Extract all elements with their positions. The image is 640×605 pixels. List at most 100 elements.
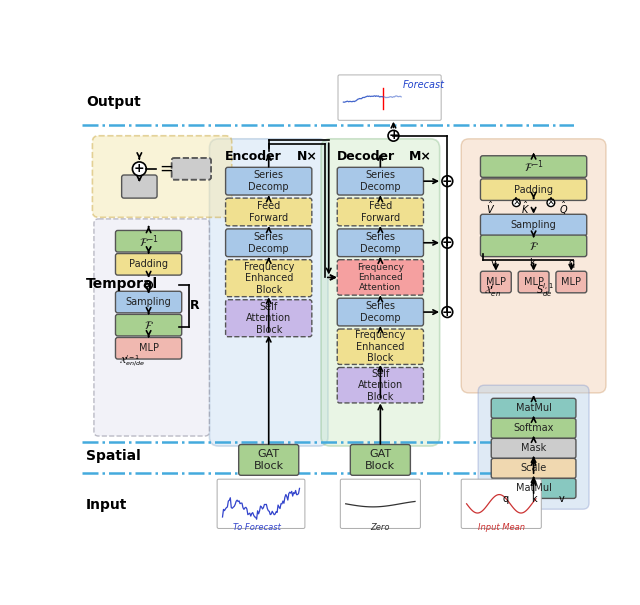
Text: Forecast: Forecast	[403, 80, 445, 90]
Text: Self
Attention
Block: Self Attention Block	[358, 368, 403, 402]
Text: Zero: Zero	[371, 523, 390, 532]
FancyBboxPatch shape	[478, 385, 589, 509]
Text: GAT
Block: GAT Block	[365, 449, 396, 471]
Text: Padding: Padding	[514, 185, 553, 195]
Text: M×: M×	[409, 151, 432, 163]
Text: k: k	[531, 494, 536, 504]
Text: Sampling: Sampling	[125, 297, 172, 307]
Text: MatMul: MatMul	[516, 483, 552, 494]
Text: +: +	[442, 306, 452, 319]
FancyBboxPatch shape	[481, 179, 587, 200]
Text: Frequency
Enhanced
Attention: Frequency Enhanced Attention	[357, 263, 404, 292]
Text: $\mathcal{F}^{-1}$: $\mathcal{F}^{-1}$	[138, 233, 159, 249]
Text: v: v	[491, 258, 497, 268]
Text: Feed
Forward: Feed Forward	[361, 201, 400, 223]
FancyBboxPatch shape	[239, 445, 299, 476]
Circle shape	[442, 237, 452, 248]
Text: R: R	[190, 299, 200, 312]
FancyBboxPatch shape	[492, 418, 576, 439]
FancyBboxPatch shape	[518, 271, 549, 293]
Text: k: k	[529, 258, 535, 268]
Text: N×: N×	[297, 151, 318, 163]
Text: Encoder: Encoder	[225, 151, 282, 163]
Text: MatMul: MatMul	[516, 404, 552, 413]
Text: q: q	[502, 494, 509, 504]
FancyBboxPatch shape	[225, 168, 312, 195]
Text: Frequency
Enhanced
Block: Frequency Enhanced Block	[355, 330, 406, 364]
FancyBboxPatch shape	[556, 271, 587, 293]
FancyBboxPatch shape	[209, 139, 328, 446]
Text: Output: Output	[86, 95, 141, 109]
Text: Input Mean: Input Mean	[477, 523, 525, 532]
FancyBboxPatch shape	[337, 260, 424, 295]
Text: Padding: Padding	[129, 260, 168, 269]
FancyBboxPatch shape	[115, 291, 182, 313]
Text: MLP: MLP	[561, 277, 581, 287]
FancyBboxPatch shape	[337, 168, 424, 195]
Text: $\hat{V}$: $\hat{V}$	[486, 199, 495, 215]
FancyBboxPatch shape	[115, 231, 182, 252]
Text: =: =	[159, 160, 173, 178]
Text: Series
Decomp: Series Decomp	[360, 301, 401, 323]
FancyBboxPatch shape	[481, 155, 587, 177]
Text: Mask: Mask	[521, 443, 546, 453]
Text: Series
Decomp: Series Decomp	[360, 171, 401, 192]
Text: To Forecast: To Forecast	[233, 523, 281, 532]
FancyBboxPatch shape	[337, 229, 424, 257]
FancyBboxPatch shape	[492, 479, 576, 499]
FancyBboxPatch shape	[337, 198, 424, 226]
FancyBboxPatch shape	[338, 75, 441, 120]
Text: Sampling: Sampling	[511, 220, 556, 230]
Text: Feed
Forward: Feed Forward	[249, 201, 288, 223]
Text: +: +	[442, 175, 452, 188]
FancyBboxPatch shape	[481, 271, 511, 293]
Circle shape	[442, 307, 452, 318]
Text: MLP: MLP	[486, 277, 506, 287]
FancyBboxPatch shape	[122, 175, 157, 198]
FancyBboxPatch shape	[350, 445, 410, 476]
FancyBboxPatch shape	[461, 479, 541, 528]
FancyBboxPatch shape	[337, 298, 424, 326]
FancyBboxPatch shape	[461, 139, 606, 393]
Text: MLP: MLP	[139, 343, 159, 353]
FancyBboxPatch shape	[115, 253, 182, 275]
Text: Decoder: Decoder	[337, 151, 395, 163]
Text: q: q	[568, 258, 574, 268]
Text: ×: ×	[512, 198, 520, 208]
FancyBboxPatch shape	[321, 139, 440, 446]
Circle shape	[132, 162, 147, 176]
FancyBboxPatch shape	[492, 398, 576, 418]
FancyBboxPatch shape	[492, 459, 576, 479]
Text: Series
Decomp: Series Decomp	[248, 171, 289, 192]
Text: $\hat{K}$: $\hat{K}$	[522, 199, 531, 215]
FancyBboxPatch shape	[115, 338, 182, 359]
Text: $\mathcal{F}$: $\mathcal{F}$	[529, 240, 538, 252]
Circle shape	[513, 199, 520, 206]
Text: Frequency
Enhanced
Block: Frequency Enhanced Block	[244, 261, 294, 295]
FancyBboxPatch shape	[337, 329, 424, 364]
Text: v: v	[559, 494, 564, 504]
Text: Scale: Scale	[520, 463, 547, 473]
Text: Self
Attention
Block: Self Attention Block	[246, 302, 291, 335]
Text: $S^{l,1}_{de}$: $S^{l,1}_{de}$	[536, 283, 554, 299]
FancyBboxPatch shape	[172, 158, 211, 180]
Text: Spatial: Spatial	[86, 449, 141, 463]
FancyBboxPatch shape	[337, 367, 424, 403]
Text: +: +	[388, 129, 399, 142]
FancyBboxPatch shape	[115, 315, 182, 336]
Text: MLP: MLP	[524, 277, 543, 287]
Text: ×: ×	[145, 280, 153, 290]
Text: Temporal: Temporal	[86, 277, 158, 292]
Text: $\mathcal{X}^l_{en}$: $\mathcal{X}^l_{en}$	[484, 283, 501, 299]
Text: $\mathcal{F}$: $\mathcal{F}$	[143, 319, 154, 331]
Text: Input: Input	[86, 499, 127, 512]
FancyBboxPatch shape	[492, 439, 576, 459]
Text: $\mathcal{F}^{-1}$: $\mathcal{F}^{-1}$	[524, 159, 543, 175]
Text: Softmax: Softmax	[513, 424, 554, 433]
Text: $\hat{Q}$: $\hat{Q}$	[559, 199, 568, 217]
FancyBboxPatch shape	[481, 214, 587, 236]
FancyBboxPatch shape	[225, 299, 312, 337]
Circle shape	[145, 281, 152, 289]
FancyBboxPatch shape	[94, 219, 209, 436]
Text: ×: ×	[547, 198, 555, 208]
